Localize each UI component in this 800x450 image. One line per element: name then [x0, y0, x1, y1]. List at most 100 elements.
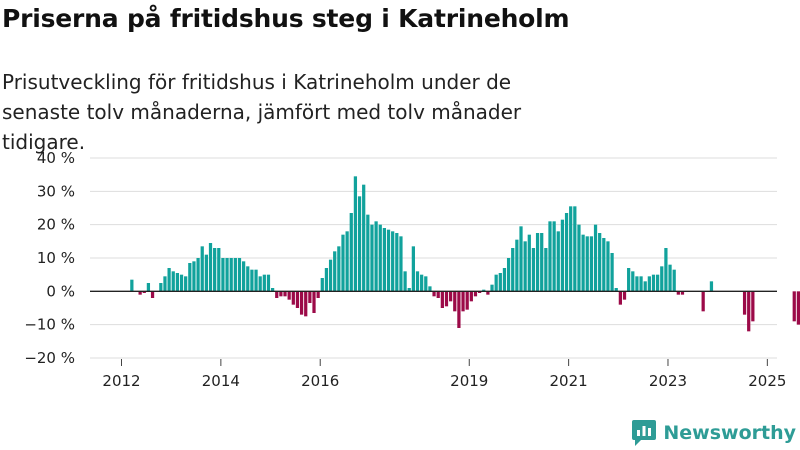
bar: [370, 224, 374, 292]
bar: [159, 283, 163, 292]
bar: [461, 291, 465, 312]
bar: [424, 276, 428, 292]
y-tick-label: −10 %: [24, 316, 75, 334]
bar: [179, 274, 184, 292]
bar: [295, 291, 300, 308]
bar: [349, 213, 353, 292]
bar: [523, 241, 527, 292]
bar-chart-logo-icon: [632, 420, 657, 446]
bar: [436, 291, 440, 298]
bar: [486, 291, 490, 295]
bar: [490, 284, 494, 292]
bar: [374, 221, 378, 292]
bar: [535, 233, 540, 292]
bar: [618, 291, 622, 305]
bar: [279, 291, 283, 297]
bar: [184, 276, 188, 292]
bar: [304, 291, 308, 317]
bar: [647, 276, 651, 292]
y-axis-labels: −20 % −10 % 0 % 10 % 20 % 30 % 40 %: [24, 149, 75, 367]
bar: [585, 236, 589, 292]
x-tick-label: 2025: [748, 372, 786, 390]
bar: [560, 219, 565, 292]
bar: [188, 263, 192, 292]
bar: [631, 271, 635, 292]
bar: [287, 291, 291, 300]
x-tick-label: 2012: [102, 372, 140, 390]
bar: [167, 268, 171, 292]
bar: [411, 246, 415, 292]
bar: [233, 258, 237, 292]
bar: [204, 254, 208, 292]
bar: [469, 291, 473, 302]
bar: [357, 196, 362, 292]
bar: [229, 258, 233, 292]
bar: [796, 291, 800, 325]
bar: [217, 248, 221, 292]
bar: [515, 239, 519, 292]
bar: [399, 236, 403, 292]
chart-subtitle: Prisutveckling för fritidshus i Katrineh…: [2, 70, 522, 154]
x-axis-labels: 2012 2014 2016 2019 2021 2023 2025: [102, 372, 786, 390]
bar: [540, 233, 544, 292]
bar: [246, 266, 250, 292]
bar: [130, 279, 134, 292]
bar: [258, 276, 262, 292]
bar: [548, 221, 552, 292]
chart-title: Priserna på fritidshus steg i Katrinehol…: [2, 4, 570, 33]
bar: [275, 291, 279, 298]
bars: [130, 176, 800, 332]
bar: [142, 291, 146, 293]
bar: [428, 286, 432, 292]
bar: [395, 233, 399, 292]
bar: [622, 291, 627, 300]
bar: [386, 229, 391, 292]
bar: [262, 274, 266, 292]
bar: [208, 243, 213, 292]
bar: [382, 228, 387, 292]
bar: [742, 291, 747, 315]
bar: [420, 274, 424, 292]
bar: [656, 274, 660, 292]
y-tick-label: 10 %: [37, 249, 75, 267]
bar: [328, 259, 333, 292]
bar: [664, 248, 668, 292]
bar: [146, 283, 151, 292]
bar: [672, 269, 676, 292]
y-tick-label: 0 %: [46, 282, 75, 300]
y-tick-label: −20 %: [24, 349, 75, 367]
bar: [511, 248, 515, 292]
bar: [449, 291, 453, 302]
bar: [498, 273, 502, 292]
bar: [333, 251, 337, 292]
bar: [150, 291, 155, 298]
bar: [415, 271, 420, 292]
bar: [237, 258, 242, 292]
bar: [403, 271, 407, 292]
bar: [709, 281, 714, 292]
gridlines: [90, 157, 777, 359]
bar: [291, 291, 295, 305]
bar: [391, 231, 395, 292]
bar: [221, 258, 225, 292]
bar: [440, 291, 444, 308]
bar: [432, 291, 436, 297]
bar: [308, 291, 312, 303]
bar: [266, 274, 271, 292]
y-tick-label: 20 %: [37, 216, 75, 234]
bar: [593, 224, 598, 292]
bar: [473, 291, 478, 297]
bar: [527, 234, 531, 292]
bar: [627, 268, 631, 292]
bar: [242, 261, 246, 292]
x-tick-label: 2016: [301, 372, 339, 390]
bar: [573, 206, 577, 292]
bar: [324, 268, 329, 292]
bar: [337, 246, 341, 292]
bar: [556, 231, 560, 292]
x-tick-label: 2023: [649, 372, 687, 390]
bar: [506, 258, 511, 292]
bar: [362, 184, 366, 292]
bar: [192, 261, 196, 292]
